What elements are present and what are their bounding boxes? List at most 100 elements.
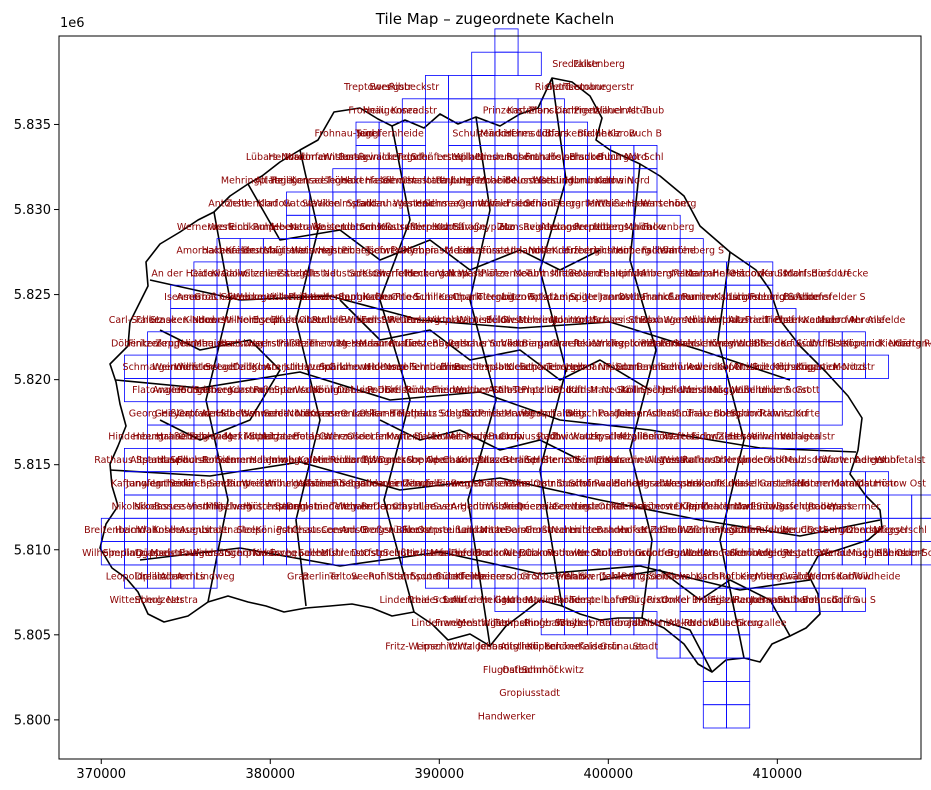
y-tick-label: 5.820 — [14, 373, 51, 388]
tile-label: Kurte — [795, 408, 820, 419]
tile-label: Plötzensee — [481, 269, 533, 280]
tile-label: Buch B — [629, 129, 662, 140]
tile-label: Berliner Str — [341, 315, 395, 326]
tile-label: Nikolassee — [296, 408, 347, 419]
tile-label: Schönefeld N — [730, 548, 793, 559]
tile-label: Botanischer — [293, 432, 350, 443]
y-tick-label: 5.830 — [14, 203, 51, 218]
tile-label: Döberitzer — [111, 339, 161, 350]
tile-label: Müggelschl — [873, 525, 927, 536]
tile-label: Gräbendorf — [780, 572, 835, 583]
tile-label: Marzahn-Ost — [685, 269, 746, 280]
tile-label: Waltersdorf — [664, 432, 719, 443]
tile-label: Mariendorf — [504, 408, 556, 419]
tile-label: Warschauer — [664, 315, 720, 326]
tile-label: Magistratsweg — [263, 245, 332, 256]
tile-label: Niederschön — [477, 152, 536, 163]
tile-label: Güntzelstr — [575, 455, 624, 466]
tile-label: Grünau — [674, 408, 709, 419]
tile-label: Blissestr — [440, 362, 480, 373]
tile-label: Hohenzollernplatz — [533, 455, 619, 466]
tile-label: Mehringplatz — [221, 175, 283, 186]
tile-label: Hönow — [814, 455, 847, 466]
tile-label: Schlachtensee — [263, 408, 332, 419]
plot-frame — [58, 35, 922, 760]
tile-label: Am Juliusturm — [265, 362, 332, 373]
tile-label: Am Omnibushof — [515, 478, 592, 489]
tile-label: Gropiusstadt — [499, 432, 560, 443]
tile-label: Kladow — [258, 199, 293, 210]
tile-label: Wilhelmstadt — [174, 362, 237, 373]
tile-label: Rohrdamm — [203, 455, 255, 466]
tile-label: Mahlsdorf — [784, 455, 831, 466]
tile-label: Gatow — [283, 199, 314, 210]
tile-label: Zeuthen — [718, 432, 758, 443]
tile-label: Düppelstr — [136, 548, 183, 559]
tile-label: Tiergarten S — [476, 292, 535, 303]
tile-label: Lichtenrader — [569, 525, 629, 536]
tile-label: Alt-Buckow — [503, 548, 556, 559]
tile-label: Uecke — [839, 269, 868, 280]
tile-label: Friedrichshain — [566, 245, 632, 256]
tile-label: Hansaviertel — [500, 222, 560, 233]
tile-label: Clayallee — [392, 502, 436, 513]
district-line — [717, 251, 745, 659]
tile-label: Kirchhainer — [642, 525, 696, 536]
tile-label: Carl-Schurz — [109, 315, 164, 326]
tile-label: Buntzelstr — [668, 548, 716, 559]
tile-label: Berliner — [303, 572, 340, 583]
tile-label: Fritz-Reuter — [711, 595, 766, 606]
district-line — [247, 183, 601, 271]
tile — [471, 75, 496, 100]
tile-label: Kreuzberg — [552, 245, 600, 256]
tile-label: Goerzallee — [319, 432, 370, 443]
tile-label: Kurfürsten — [389, 339, 439, 350]
tile-label: Mitte-Nord — [551, 269, 601, 280]
tile-label: Dahlem-Dorf — [337, 385, 398, 396]
tile-label: Plänterwald — [641, 339, 697, 350]
tile-label: Wuhlheide — [736, 339, 786, 350]
tile-label: Westhafen — [458, 269, 508, 280]
tile-label: Friedrichsfelde — [749, 292, 819, 303]
tile-label: Haselhorst — [157, 455, 208, 466]
tile-label: Frohnau — [348, 105, 386, 116]
tile-label: Jakob-Kaiser — [268, 455, 327, 466]
tile-label: Viktoriapark — [501, 339, 559, 350]
tile-label: Angerburger — [152, 385, 212, 396]
tile-label: Weinmeister — [291, 245, 351, 256]
tile-label: Buckower — [414, 432, 460, 443]
tile-label: Altstadt — [303, 269, 340, 280]
tile-label: Rummelsburg — [682, 292, 748, 303]
tile-label: Magistratsweg — [194, 339, 263, 350]
tile-label: Bayast — [560, 618, 593, 629]
tile-label: Regierungsv — [523, 222, 582, 233]
tile-label: Blissestraße — [478, 455, 536, 466]
tile-label: Kaiserstr — [578, 642, 620, 653]
tile-label: Dallgow — [233, 362, 271, 373]
tile-label: Sputendorf — [411, 572, 464, 583]
tile-label: Bundesplatz — [454, 362, 513, 373]
tile-label: Treptower — [343, 82, 391, 93]
tile-label: Schöneberger — [520, 362, 586, 373]
tile-label: Altenbraker — [641, 618, 696, 629]
tile-label: Fürstenbrunner — [331, 478, 404, 489]
tile-label: Klosterstr — [252, 362, 298, 373]
tile-label: Lehrter — [443, 595, 477, 606]
tile-label: Ostbahnhof — [618, 292, 674, 303]
tile-label: Tempelhofer W — [493, 618, 566, 629]
tile-label: Potsdamer — [527, 292, 578, 303]
tile-label: Riemeisterstr — [613, 502, 677, 513]
tile-label: Kleistpark — [506, 362, 554, 373]
tile-label: Stresow — [349, 269, 387, 280]
tile-label: Frohnau-Süd — [315, 129, 375, 140]
tile-grid — [100, 28, 931, 729]
tile-label: Samariter — [668, 292, 715, 303]
tile-label: Stahnsdorf — [388, 572, 440, 583]
tile-label: Victoriastadt — [708, 315, 769, 326]
tile-label: Ostbahnhof — [502, 665, 558, 676]
tile-label: Beusselstr — [505, 175, 554, 186]
tile-label: Charlottenburg N — [373, 269, 455, 280]
tile-label: Obstallee — [299, 315, 344, 326]
tile-label: Klosterfelde — [362, 269, 419, 280]
tile-label: Pichelsberg — [178, 385, 232, 396]
